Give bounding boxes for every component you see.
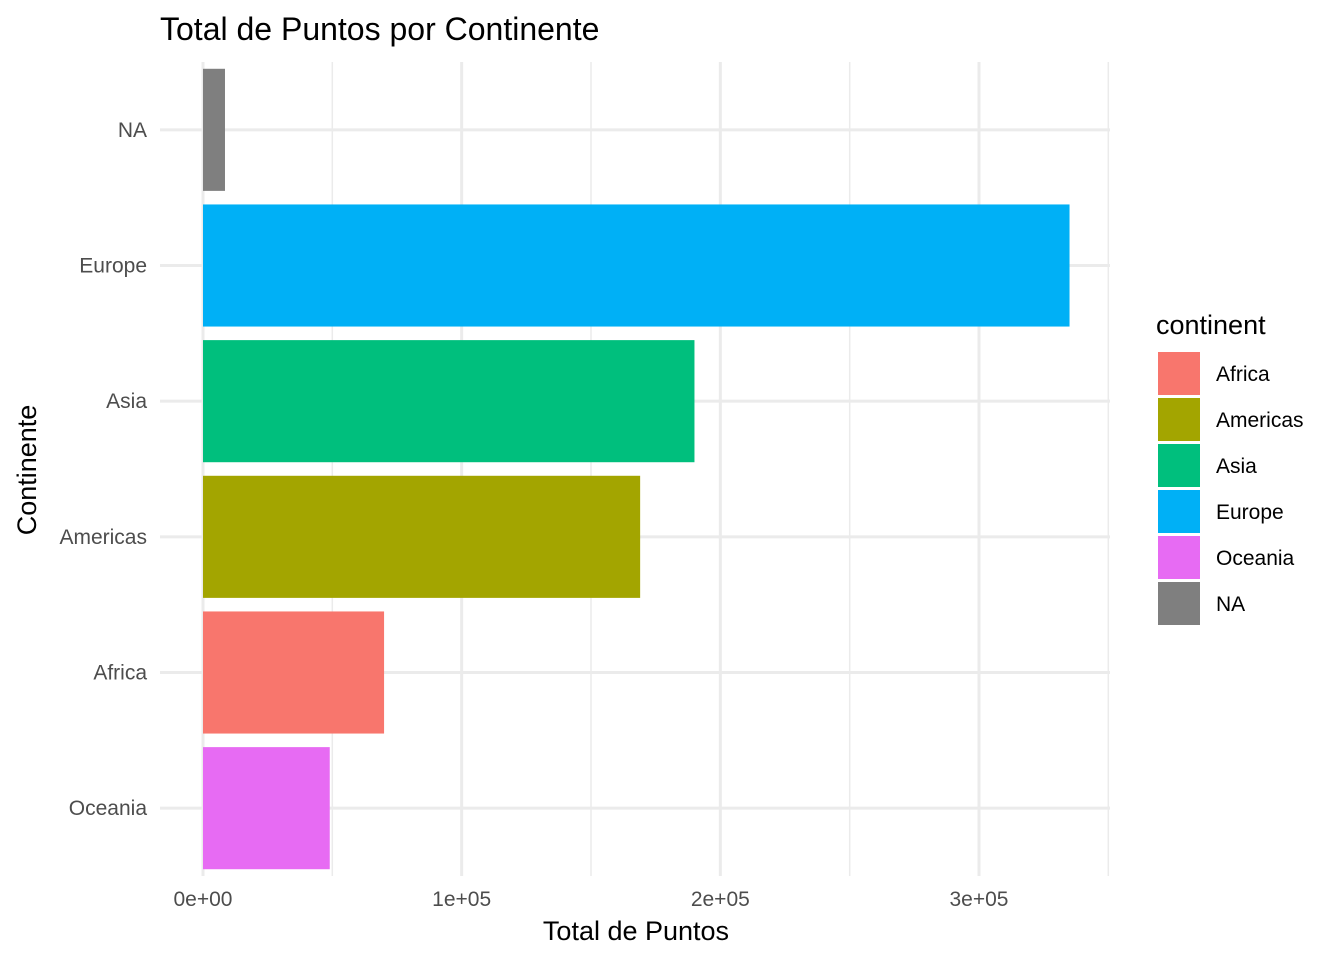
y-axis-tick-labels: Oceania Africa Americas Asia Europe NA <box>59 119 147 820</box>
bar-europe <box>203 204 1070 327</box>
bar-asia <box>203 340 695 463</box>
y-tick-label: Africa <box>93 662 147 685</box>
x-tick-label: 3e+05 <box>950 888 1009 911</box>
legend-label: NA <box>1216 593 1245 616</box>
legend-swatch <box>1158 582 1200 625</box>
y-tick-label: Americas <box>59 526 147 549</box>
legend-swatch <box>1158 490 1200 533</box>
y-tick-label: Oceania <box>69 797 148 820</box>
y-tick-label: Europe <box>79 255 147 278</box>
y-tick-label: Asia <box>106 390 147 413</box>
bars <box>203 68 1070 870</box>
legend-label: Americas <box>1216 409 1304 432</box>
legend-title: continent <box>1156 310 1266 340</box>
legend-swatch <box>1158 352 1200 395</box>
bar-na <box>203 68 225 191</box>
legend-swatch <box>1158 536 1200 579</box>
legend-label: Africa <box>1216 363 1270 386</box>
x-tick-label: 1e+05 <box>432 888 491 911</box>
legend-swatch <box>1158 444 1200 487</box>
x-tick-label: 0e+00 <box>174 888 233 911</box>
legend: Africa Americas Asia Europe Oceania NA <box>1158 352 1304 625</box>
x-axis-title: Total de Puntos <box>543 916 729 946</box>
legend-swatch <box>1158 398 1200 441</box>
chart-title: Total de Puntos por Continente <box>160 11 599 47</box>
y-axis-title: Continente <box>12 405 42 536</box>
bar-oceania <box>203 747 330 870</box>
x-axis-tick-labels: 0e+00 1e+05 2e+05 3e+05 <box>174 888 1009 911</box>
bar-africa <box>203 611 385 734</box>
legend-label: Asia <box>1216 455 1257 478</box>
legend-label: Europe <box>1216 501 1284 524</box>
legend-label: Oceania <box>1216 547 1295 570</box>
bar-americas <box>203 475 641 598</box>
y-tick-label: NA <box>118 119 147 142</box>
x-tick-label: 2e+05 <box>691 888 750 911</box>
